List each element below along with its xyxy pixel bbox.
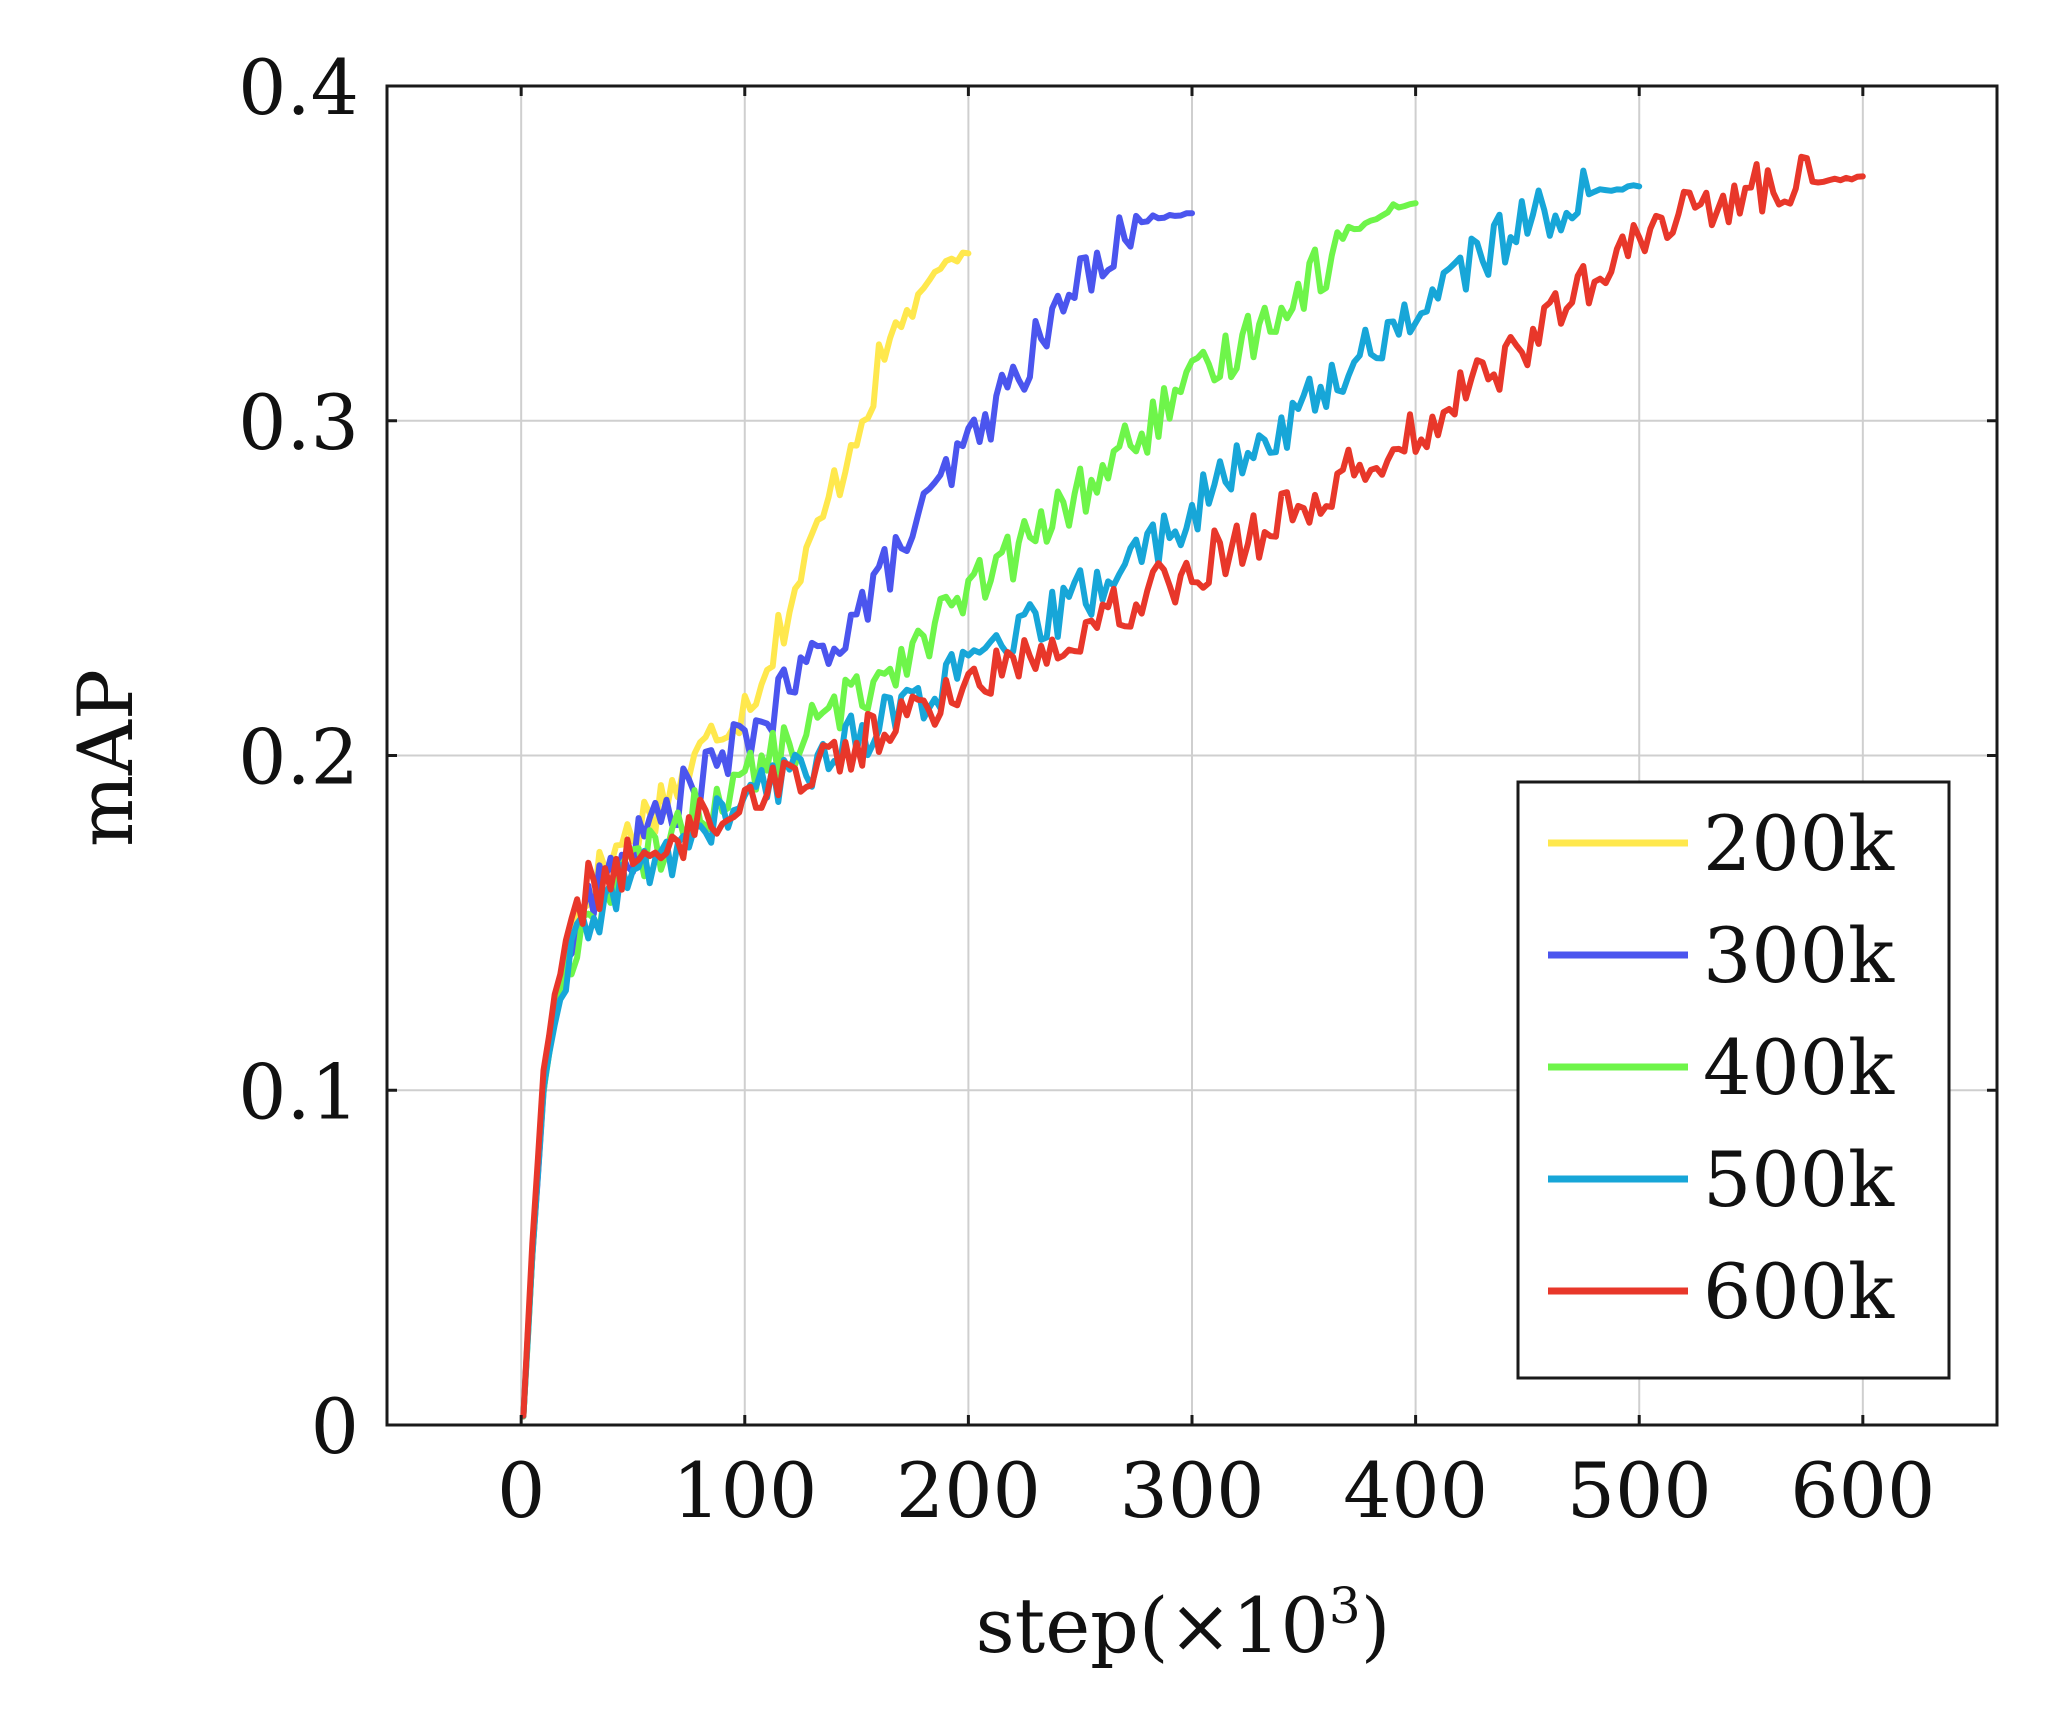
legend-label-300k: 300k	[1703, 911, 1895, 1000]
y-tick-label: 0.2	[238, 713, 359, 802]
plot-series	[520, 153, 1866, 1420]
y-axis-label: mAP	[61, 669, 150, 847]
x-axis-ticks: 0 100 200 300 400 500 600	[497, 86, 1935, 1535]
series-line-500k	[520, 167, 1643, 1419]
x-tick-label: 200	[896, 1446, 1041, 1535]
x-axis-label-close: )	[1361, 1581, 1391, 1670]
legend-items: 200k 300k 400k 500k 600k	[1548, 799, 1895, 1336]
legend: 200k 300k 400k 500k 600k	[1516, 780, 1951, 1380]
x-tick-label: 600	[1790, 1446, 1935, 1535]
x-tick-label: 300	[1119, 1446, 1264, 1535]
x-axis-label-main: step(×10	[976, 1581, 1329, 1670]
y-tick-label: 0.1	[238, 1047, 359, 1136]
x-tick-label: 500	[1567, 1446, 1712, 1535]
legend-label-400k: 400k	[1703, 1023, 1895, 1112]
x-tick-label: 100	[672, 1446, 817, 1535]
legend-label-500k: 500k	[1703, 1135, 1895, 1224]
series-line-600k	[520, 153, 1866, 1419]
x-axis-label-superscript: 3	[1329, 1577, 1361, 1635]
y-tick-label: 0	[311, 1382, 359, 1471]
y-axis-ticks: 0 0.1 0.2 0.3 0.4	[238, 43, 1997, 1471]
series-line-300k	[520, 210, 1195, 1420]
x-tick-label: 0	[497, 1446, 545, 1535]
grid	[387, 86, 1997, 1425]
legend-label-200k: 200k	[1703, 799, 1895, 888]
y-tick-label: 0.3	[238, 378, 359, 467]
series-line-200k	[520, 249, 972, 1420]
x-axis-label: step(×103)	[976, 1577, 1391, 1670]
y-tick-label: 0.4	[238, 43, 359, 132]
legend-box	[1516, 780, 1951, 1380]
legend-label-600k: 600k	[1703, 1247, 1895, 1336]
x-tick-label: 400	[1343, 1446, 1488, 1535]
